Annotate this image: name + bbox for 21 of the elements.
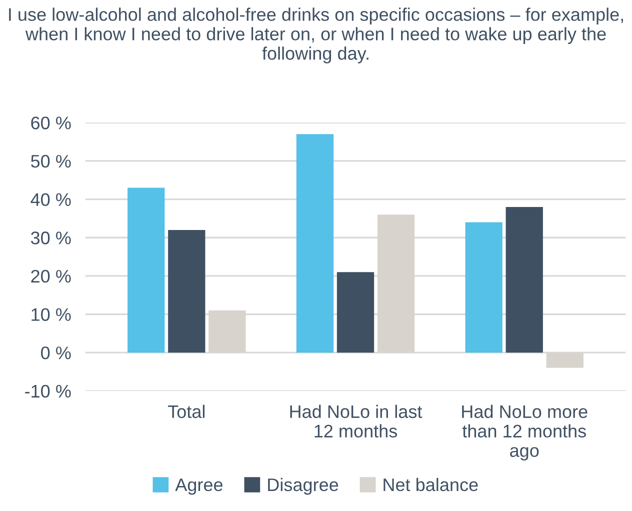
- y-tick-label: -10 %: [25, 384, 71, 398]
- legend-label: Agree: [175, 478, 222, 495]
- chart-title: I use low-alcohol and alcohol-free drinks on specific occasions – for example, when I know I need to drive later on, or when I need to wake up early the following day.: [9, 8, 624, 64]
- y-tick-label: 50 %: [31, 154, 71, 168]
- bar: [128, 188, 165, 353]
- y-tick-label: 0 %: [41, 346, 71, 360]
- legend-label: Net balance: [384, 478, 478, 492]
- bar: [168, 230, 206, 353]
- y-tick-label: 10 %: [32, 308, 71, 321]
- y-tick-label: 20 %: [31, 270, 71, 283]
- y-tick-label: 40 %: [30, 193, 71, 206]
- x-tick-label: Had NoLo more than 12 months ago: [462, 404, 588, 461]
- bar: [465, 222, 502, 353]
- x-tick-label: Had NoLo in last 12 months: [290, 404, 422, 438]
- y-tick-label: 30 %: [30, 232, 71, 244]
- legend-label: Disagree: [268, 478, 338, 495]
- bar: [336, 272, 374, 353]
- y-tick-label: 60 %: [31, 116, 71, 130]
- bar: [296, 134, 334, 353]
- bar: [506, 206, 543, 353]
- x-tick-label: Total: [168, 404, 204, 418]
